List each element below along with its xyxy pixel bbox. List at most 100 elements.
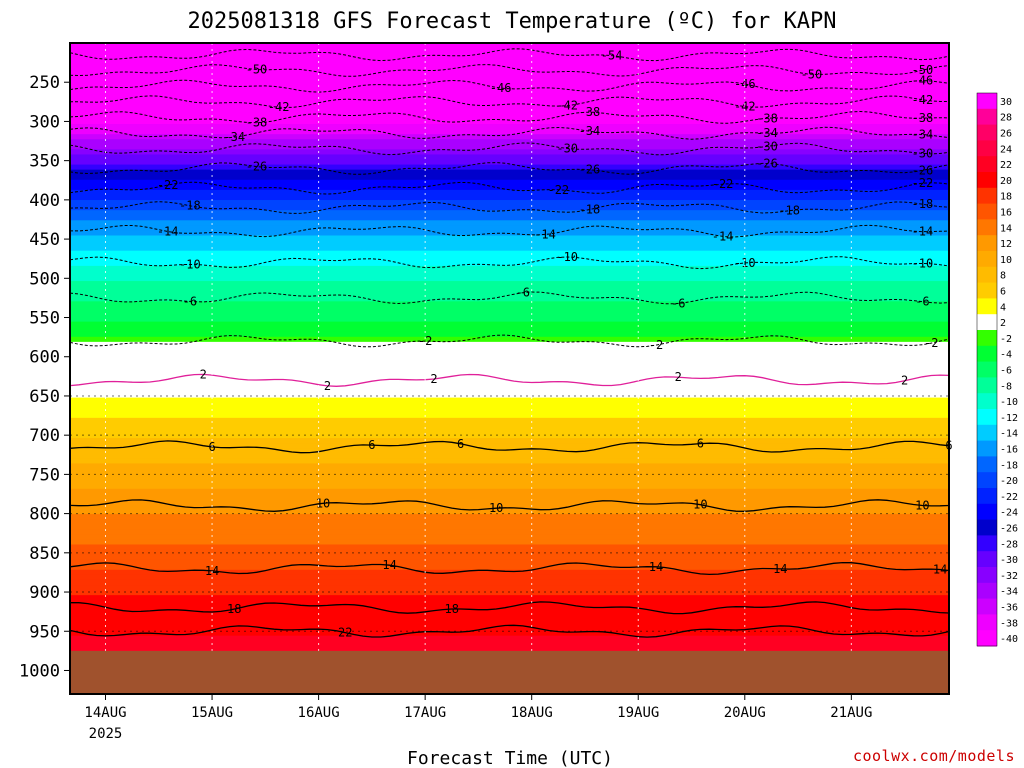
colorbar-label: -2 bbox=[1000, 334, 1012, 345]
x-axis: 14AUG 15AUG 16AUG 17AUG 18AUG 19AUG 20AUG 21AUG… bbox=[84, 694, 872, 742]
contour-label: -18 bbox=[579, 203, 601, 217]
y-tick-label: 550 bbox=[29, 309, 60, 329]
colorbar-label: 18 bbox=[1000, 192, 1012, 203]
colorbar-label: -24 bbox=[1000, 508, 1018, 519]
temperature-band bbox=[70, 372, 949, 378]
temperature-band bbox=[70, 382, 949, 389]
temperature-band bbox=[70, 98, 949, 105]
colorbar-label: -18 bbox=[1000, 460, 1018, 471]
temperature-band bbox=[70, 118, 949, 125]
colorbar-label: 20 bbox=[1000, 176, 1012, 187]
colorbar-label: -16 bbox=[1000, 445, 1018, 456]
temperature-band bbox=[70, 189, 949, 196]
temperature-band bbox=[70, 48, 949, 54]
contour-label: -10 bbox=[734, 256, 756, 270]
temperature-band bbox=[70, 336, 949, 343]
temperature-band bbox=[70, 554, 949, 561]
colorbar-label: -6 bbox=[1000, 366, 1012, 377]
colorbar-swatch bbox=[977, 551, 997, 568]
colorbar-swatch bbox=[977, 472, 997, 489]
contour-label: 10 bbox=[693, 498, 707, 512]
colorbar-swatch bbox=[977, 345, 997, 363]
colorbar-label: 22 bbox=[1000, 160, 1012, 171]
contour-line bbox=[69, 181, 950, 195]
temperature-band bbox=[70, 463, 949, 470]
contour-label: 22 bbox=[338, 626, 352, 640]
temperature-band bbox=[70, 443, 949, 449]
temperature-band bbox=[70, 620, 949, 627]
temperature-band bbox=[70, 534, 949, 541]
temperature-band bbox=[70, 595, 949, 601]
colorbar-swatch bbox=[977, 124, 997, 141]
temperature-band bbox=[70, 215, 949, 221]
colorbar-swatch bbox=[977, 424, 997, 442]
temperature-band bbox=[70, 108, 949, 115]
temperature-band bbox=[70, 179, 949, 186]
temperature-band bbox=[70, 220, 949, 226]
colorbar-label: 16 bbox=[1000, 208, 1012, 219]
temperature-band bbox=[70, 357, 949, 363]
contour-label: 6 bbox=[368, 438, 375, 452]
temperature-band bbox=[70, 351, 949, 358]
contour-label: -42 bbox=[734, 100, 756, 114]
temperature-band bbox=[70, 590, 949, 596]
contour-line bbox=[69, 499, 950, 512]
temperature-band bbox=[70, 478, 949, 485]
contour-label: -26 bbox=[579, 163, 601, 177]
temperature-band bbox=[70, 387, 949, 394]
temperature-band bbox=[70, 600, 949, 606]
temperature-band bbox=[70, 559, 949, 566]
temperature-band bbox=[70, 610, 949, 617]
temperature-band bbox=[70, 519, 949, 525]
temperature-band bbox=[70, 276, 949, 282]
contour-label: -46 bbox=[490, 81, 512, 95]
temperature-band bbox=[70, 564, 949, 571]
colorbar-swatch bbox=[977, 140, 997, 157]
y-tick-label: 700 bbox=[29, 426, 60, 446]
temperature-band bbox=[70, 488, 949, 495]
temperature-band bbox=[70, 53, 949, 59]
temperature-band bbox=[70, 326, 949, 333]
contour-label: -2 bbox=[924, 336, 938, 350]
x-axis-title: Forecast Time (UTC) bbox=[407, 748, 613, 768]
temperature-fill bbox=[70, 43, 949, 694]
temperature-band bbox=[70, 316, 949, 323]
colorbar-swatch bbox=[977, 393, 997, 410]
contour-label: -10 bbox=[556, 250, 578, 264]
contour-label: -30 bbox=[556, 141, 578, 155]
colorbar-swatch bbox=[977, 409, 997, 426]
temperature-band bbox=[70, 635, 949, 642]
contour-line bbox=[69, 201, 950, 214]
colorbar-label: -12 bbox=[1000, 413, 1018, 424]
temperature-band bbox=[70, 159, 949, 166]
temperature-band bbox=[70, 645, 949, 652]
contour-label: -38 bbox=[246, 116, 268, 130]
colorbar-swatch bbox=[977, 282, 997, 299]
contour-line bbox=[70, 601, 950, 615]
temperature-band bbox=[70, 139, 949, 145]
temperature-band bbox=[70, 144, 949, 150]
temperature-band bbox=[70, 544, 949, 551]
temperature-band bbox=[70, 509, 949, 515]
contour-line bbox=[70, 224, 950, 238]
temperature-band bbox=[70, 427, 949, 434]
x-tick-label: 18AUG bbox=[511, 705, 553, 721]
x-tick-label: 19AUG bbox=[617, 705, 659, 721]
y-tick-label: 900 bbox=[29, 583, 60, 603]
colorbar-swatch bbox=[977, 361, 997, 378]
contour-line bbox=[69, 79, 950, 93]
contour-label: -34 bbox=[912, 128, 934, 142]
colorbar-swatch bbox=[977, 598, 997, 615]
temperature-band bbox=[70, 184, 949, 191]
temperature-band bbox=[70, 73, 949, 80]
contour-label: -10 bbox=[912, 256, 934, 270]
temperature-band bbox=[70, 291, 949, 297]
contour-line bbox=[69, 624, 950, 638]
contour-line bbox=[69, 561, 950, 576]
temperature-band bbox=[70, 341, 949, 348]
contour-label: -26 bbox=[912, 163, 934, 177]
temperature-band bbox=[70, 124, 949, 130]
colorbar-swatch bbox=[977, 93, 997, 110]
contour-label: -18 bbox=[912, 197, 934, 211]
credit-link[interactable]: coolwx.com/models bbox=[853, 747, 1015, 765]
